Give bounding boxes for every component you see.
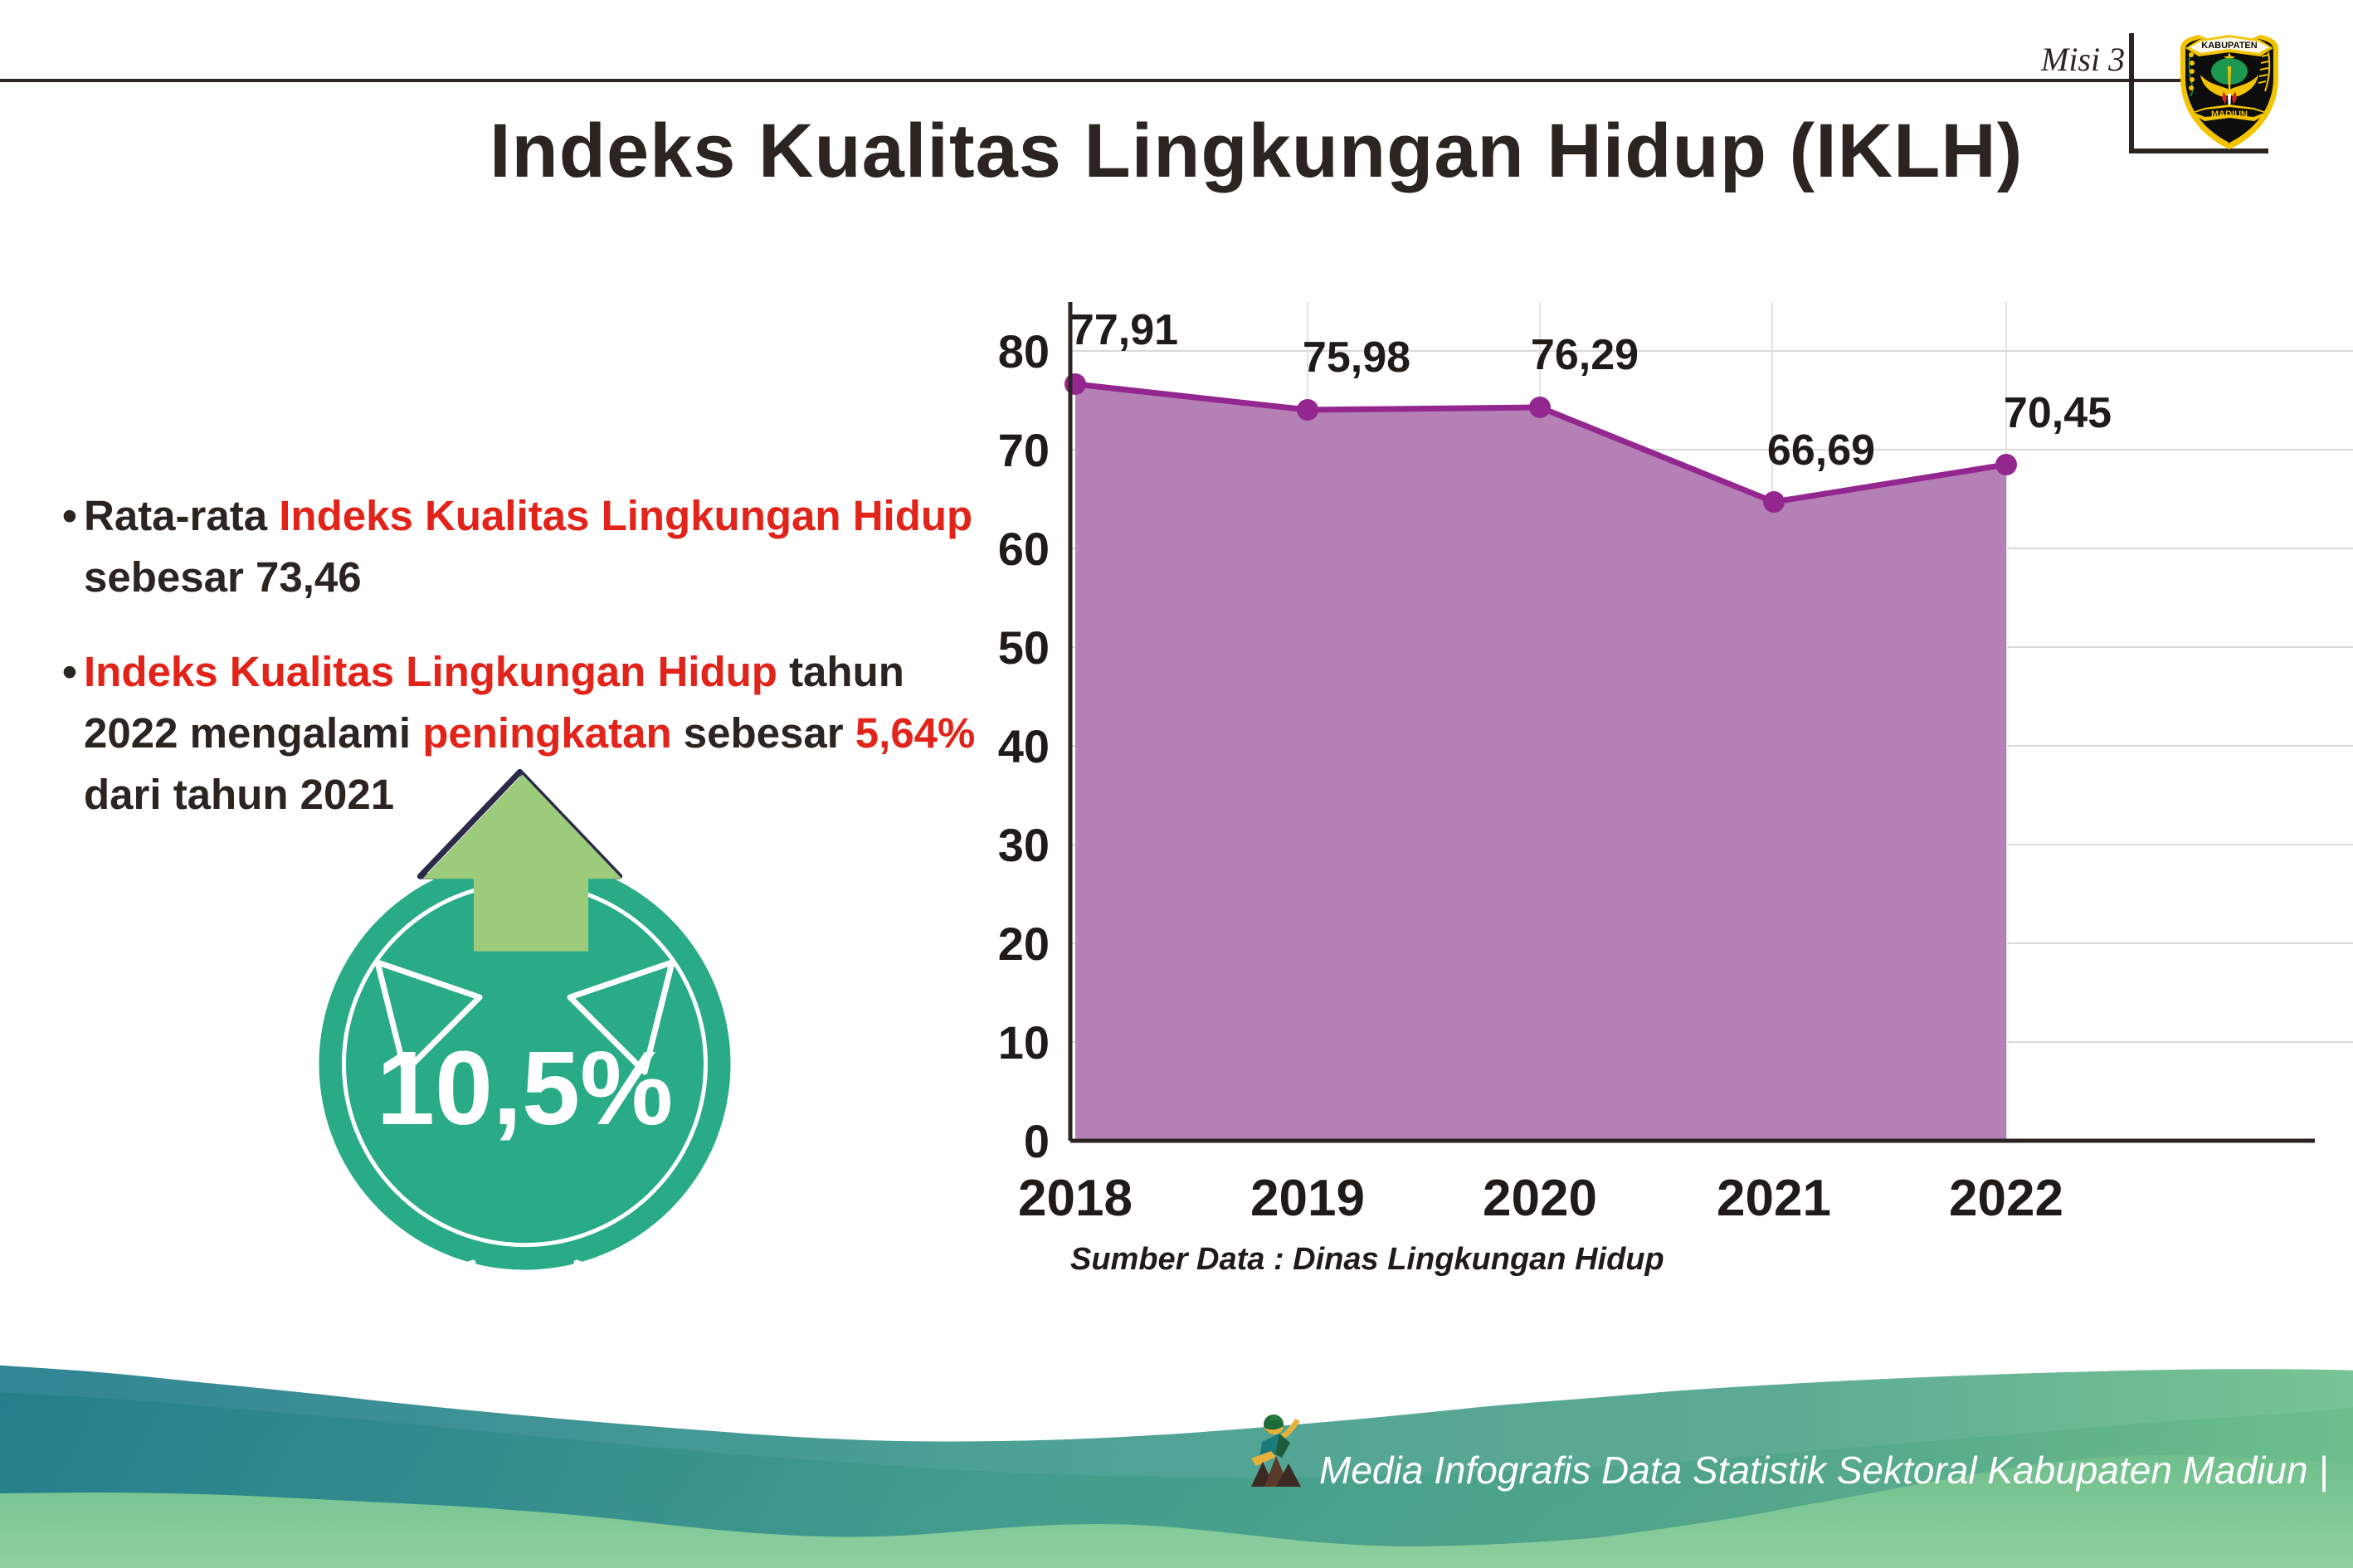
svg-text:70,45: 70,45 (2004, 389, 2112, 437)
svg-text:80: 80 (998, 325, 1050, 377)
svg-text:10,5%: 10,5% (377, 1030, 673, 1147)
svg-text:20: 20 (998, 918, 1050, 970)
svg-text:0: 0 (1024, 1115, 1050, 1167)
svg-text:75,98: 75,98 (1303, 334, 1410, 382)
svg-text:77,91: 77,91 (1070, 306, 1178, 354)
svg-text:2020: 2020 (1483, 1170, 1597, 1227)
svg-text:60: 60 (998, 523, 1050, 575)
svg-text:2022: 2022 (1949, 1170, 2063, 1227)
svg-text:40: 40 (998, 720, 1050, 772)
svg-text:MADIUN: MADIUN (2211, 110, 2248, 119)
svg-text:76,29: 76,29 (1531, 331, 1639, 379)
svg-text:2021: 2021 (1717, 1170, 1831, 1227)
svg-text:2018: 2018 (1018, 1170, 1133, 1227)
svg-text:66,69: 66,69 (1767, 426, 1875, 475)
svg-text:50: 50 (998, 621, 1050, 674)
svg-text:KABUPATEN: KABUPATEN (2201, 41, 2257, 51)
svg-text:30: 30 (998, 819, 1050, 871)
svg-text:70: 70 (998, 424, 1050, 476)
svg-text:10: 10 (998, 1016, 1050, 1069)
svg-text:2019: 2019 (1250, 1170, 1365, 1227)
